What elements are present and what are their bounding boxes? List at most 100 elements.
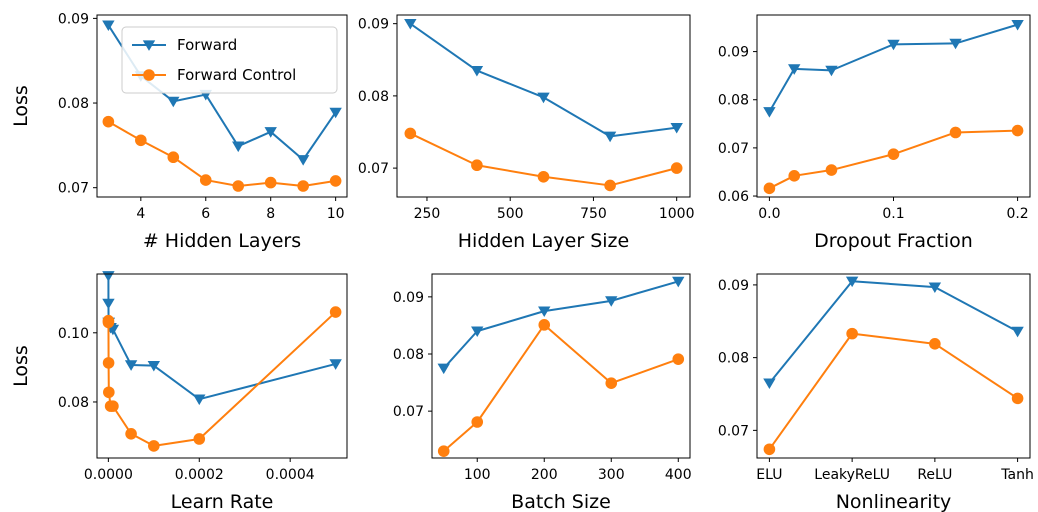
data-point [148, 440, 160, 452]
data-point [603, 131, 617, 143]
panel-2: 250 500 750 1000 0.07 0.08 0.09 Hidden Layer Si… [358, 14, 695, 252]
data-point [193, 433, 206, 445]
data-point [845, 276, 859, 288]
x-tick-label: 0.0000 [84, 467, 133, 483]
data-point [329, 175, 342, 187]
data-point [537, 92, 550, 104]
x-tick-label: 6 [201, 206, 210, 222]
y-tick-label: 0.06 [718, 189, 749, 205]
data-point [605, 377, 618, 389]
y-axis-label: Loss [10, 345, 32, 387]
data-point [232, 180, 245, 192]
y-tick-label: 0.07 [358, 161, 389, 177]
data-point [193, 394, 206, 406]
y-tick-label: 0.09 [393, 290, 424, 306]
axes-frame [431, 273, 691, 459]
data-point [672, 276, 685, 288]
series-forward [404, 19, 683, 143]
x-axis-label: Learn Rate [171, 491, 274, 512]
data-point [102, 316, 115, 329]
data-point [949, 38, 962, 50]
x-tick-label: 0.0002 [175, 467, 224, 483]
series-forward-control [404, 127, 683, 192]
data-point [1011, 392, 1024, 405]
series-line [107, 311, 337, 447]
data-point [672, 353, 685, 365]
x-tick-label: ReLU [917, 467, 952, 483]
x-axis-label: Dropout Fraction [814, 230, 973, 252]
data-point [471, 159, 483, 172]
series-forward-control [437, 319, 685, 457]
x-tick-label: 0.1 [882, 206, 904, 222]
series-line [409, 22, 677, 138]
data-point [928, 282, 942, 293]
x-tick-label: 400 [665, 467, 692, 483]
data-point [949, 126, 962, 139]
legend-box [121, 26, 338, 94]
series-line [442, 280, 679, 369]
series-forward [763, 276, 1024, 389]
axes-frame [756, 273, 1031, 459]
x-tick-label: 250 [414, 206, 441, 222]
y-tick-label: 0.08 [718, 351, 749, 367]
data-point [147, 361, 161, 372]
series-line [768, 332, 1019, 450]
x-tick-label: 0.2 [1006, 206, 1028, 222]
y-tick-label: 0.09 [718, 278, 749, 294]
y-tick-label: 0.08 [393, 347, 424, 363]
x-tick-label: 10 [327, 206, 345, 222]
data-point [264, 127, 277, 138]
y-tick-label: 0.08 [718, 93, 749, 109]
series-line [107, 275, 336, 401]
data-point [788, 170, 801, 182]
data-point [825, 164, 838, 176]
panel-3: 0.0 0.1 0.2 0.06 0.07 0.08 0.09 Dropout Fractio… [718, 14, 1031, 252]
legend-label: Forward [177, 36, 237, 54]
data-point [670, 162, 683, 174]
data-point [296, 155, 310, 166]
data-point [404, 19, 417, 30]
data-point [404, 127, 417, 140]
data-point [537, 170, 550, 183]
data-point [825, 65, 838, 77]
y-tick-label: 0.10 [58, 326, 89, 342]
series-forward [102, 271, 342, 406]
data-point [763, 378, 776, 389]
data-point [329, 107, 342, 119]
y-tick-label: 0.07 [718, 141, 749, 157]
data-point [846, 327, 858, 340]
series-forward [437, 276, 685, 375]
series-line [768, 23, 1018, 113]
y-tick-label: 0.09 [718, 45, 749, 61]
x-tick-label: 4 [136, 206, 145, 222]
axes-frame [96, 14, 348, 198]
x-tick-label: ELU [756, 467, 782, 483]
series-line [107, 120, 336, 187]
axes-frame [96, 273, 348, 459]
data-point [437, 445, 450, 457]
data-point [135, 134, 147, 147]
x-tick-label: 0.0004 [266, 467, 315, 483]
data-point [167, 151, 180, 164]
y-tick-label: 0.07 [393, 404, 424, 420]
x-tick-label: 200 [531, 467, 558, 483]
legend: Forward Forward Control [121, 26, 338, 94]
data-point [763, 443, 776, 456]
data-point [763, 107, 776, 118]
data-point [103, 386, 115, 399]
series-line [443, 323, 679, 452]
data-point [102, 20, 115, 32]
x-tick-label: 1000 [659, 206, 695, 222]
series-forward-control [102, 115, 342, 192]
data-point [887, 148, 900, 160]
x-tick-label: Tanh [1000, 467, 1034, 483]
data-point [199, 174, 212, 186]
panel-1: 4 6 8 10 0.07 0.08 0.09 # Hidden Layers Loss [10, 11, 348, 252]
legend-label: Forward Control [177, 66, 296, 84]
x-tick-label: 100 [464, 467, 491, 483]
x-axis-label: Batch Size [511, 491, 611, 512]
data-point [788, 64, 801, 75]
y-tick-label: 0.08 [358, 89, 389, 105]
x-tick-label: 500 [497, 206, 524, 222]
series-forward-control [763, 327, 1024, 456]
